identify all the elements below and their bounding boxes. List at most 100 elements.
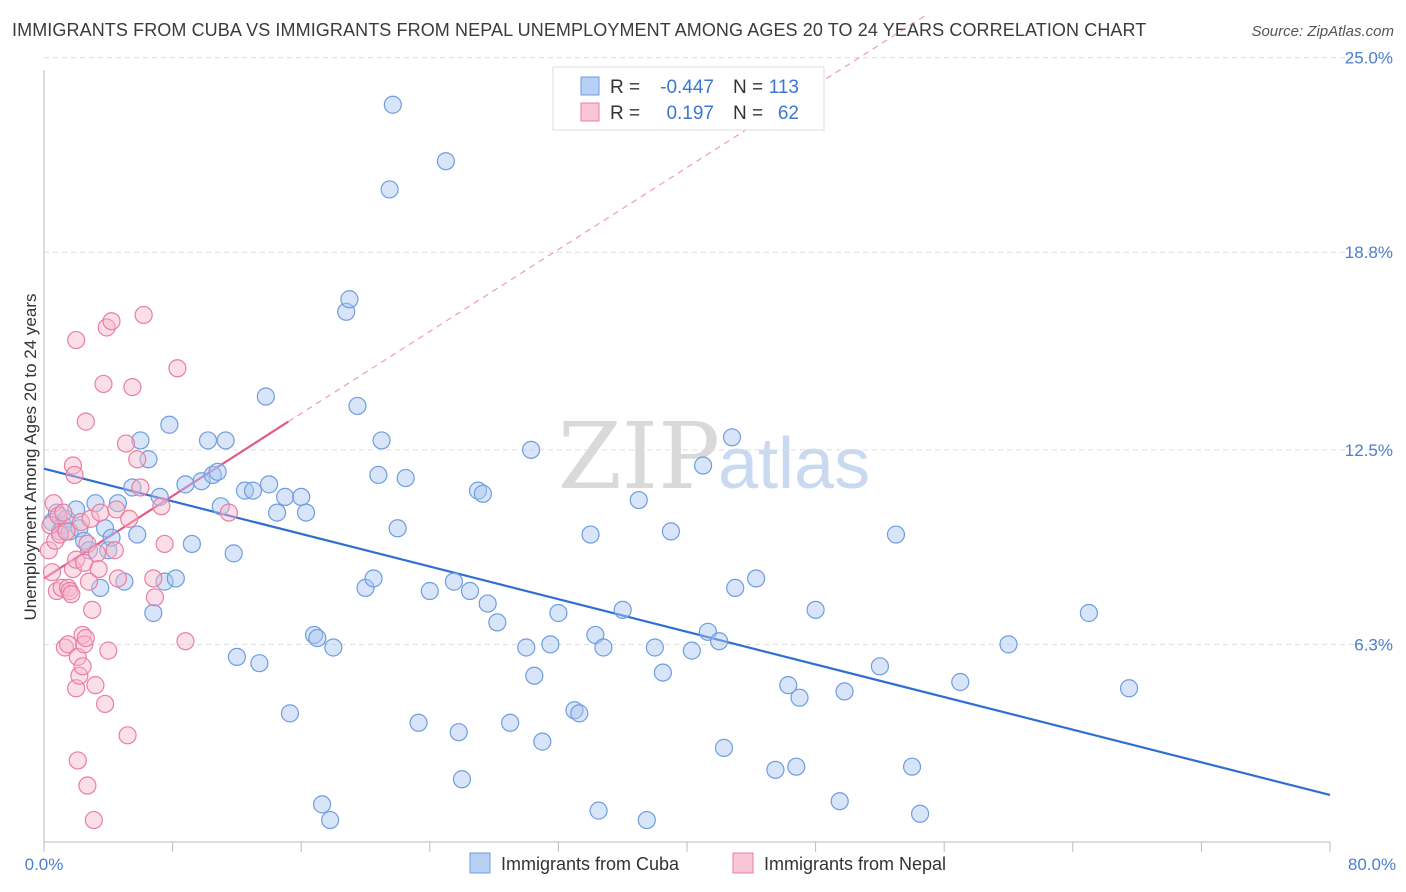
data-point bbox=[75, 635, 94, 654]
data-point bbox=[144, 603, 163, 623]
data-point bbox=[86, 676, 105, 695]
data-point bbox=[308, 628, 327, 648]
data-point bbox=[128, 525, 147, 544]
y-tick-label: 12.5% bbox=[1345, 441, 1393, 460]
legend-n-value-nepal: 62 bbox=[778, 103, 799, 124]
data-point bbox=[787, 757, 806, 776]
y-tick-label: 18.8% bbox=[1345, 243, 1393, 262]
data-point bbox=[54, 503, 73, 522]
data-point bbox=[549, 603, 568, 623]
data-point bbox=[449, 723, 468, 742]
legend-swatch-cuba bbox=[580, 76, 600, 96]
data-point bbox=[594, 638, 613, 657]
data-point bbox=[78, 776, 97, 795]
data-point bbox=[340, 290, 359, 309]
legend-r-label-nepal: R = bbox=[610, 103, 640, 124]
data-point bbox=[102, 312, 121, 331]
data-point bbox=[83, 600, 102, 619]
data-point bbox=[324, 638, 343, 657]
source-label: Source: ZipAtlas.com bbox=[1251, 23, 1394, 40]
data-point bbox=[383, 95, 402, 114]
data-point bbox=[348, 396, 367, 416]
data-point bbox=[91, 503, 110, 522]
data-point bbox=[501, 713, 520, 732]
data-point bbox=[525, 666, 544, 685]
data-point bbox=[637, 810, 656, 830]
data-point bbox=[541, 635, 560, 654]
data-point bbox=[951, 672, 970, 692]
data-point bbox=[76, 412, 95, 431]
data-point bbox=[73, 625, 92, 645]
data-point bbox=[150, 487, 169, 507]
data-point bbox=[420, 581, 439, 601]
data-point bbox=[62, 585, 81, 604]
bottom-legend-swatch-cuba bbox=[469, 852, 491, 874]
data-point bbox=[63, 456, 83, 475]
points-cuba bbox=[42, 95, 1139, 830]
x-tick-min: 0.0% bbox=[25, 855, 64, 874]
data-point bbox=[653, 663, 672, 682]
gridlines bbox=[44, 57, 1394, 645]
points-nepal bbox=[39, 305, 238, 830]
bottom-legend-swatch-nepal bbox=[732, 852, 754, 874]
data-point bbox=[89, 559, 108, 579]
data-point bbox=[107, 500, 126, 519]
data-point bbox=[168, 359, 187, 378]
data-point bbox=[259, 475, 279, 494]
data-point bbox=[292, 487, 311, 507]
data-point bbox=[76, 628, 95, 648]
data-point bbox=[747, 569, 766, 588]
data-point bbox=[131, 478, 150, 497]
data-point bbox=[613, 600, 632, 619]
legend-r-value-nepal: 0.197 bbox=[666, 103, 714, 124]
bottom-legend-label-cuba: Immigrants from Cuba bbox=[501, 854, 680, 874]
data-point bbox=[176, 632, 195, 651]
data-point bbox=[182, 534, 201, 554]
data-point bbox=[256, 387, 275, 406]
data-point bbox=[661, 522, 681, 541]
data-point bbox=[123, 377, 142, 397]
data-point bbox=[806, 600, 825, 619]
data-point bbox=[372, 431, 391, 450]
data-point bbox=[790, 688, 809, 707]
data-point bbox=[67, 330, 86, 350]
data-point bbox=[105, 541, 124, 560]
data-point bbox=[73, 657, 92, 676]
data-point bbox=[722, 428, 742, 447]
data-point bbox=[565, 701, 584, 720]
data-point bbox=[267, 503, 287, 522]
data-point bbox=[714, 738, 734, 757]
data-point bbox=[835, 682, 854, 701]
data-point bbox=[364, 569, 383, 588]
data-point bbox=[198, 431, 218, 450]
data-point bbox=[68, 751, 87, 770]
legend-n-label-cuba: N = bbox=[733, 77, 763, 98]
data-point bbox=[155, 534, 174, 554]
watermark: ZIP atlas bbox=[558, 403, 870, 510]
data-point bbox=[436, 152, 455, 171]
data-point bbox=[296, 503, 316, 522]
data-point bbox=[488, 613, 507, 632]
chart-title: IMMIGRANTS FROM CUBA VS IMMIGRANTS FROM … bbox=[12, 20, 1147, 40]
data-point bbox=[55, 638, 74, 657]
data-point bbox=[779, 676, 798, 695]
data-point bbox=[166, 569, 185, 588]
legend-n-label-nepal: N = bbox=[733, 103, 763, 124]
data-point bbox=[276, 487, 295, 507]
data-point bbox=[95, 694, 115, 714]
data-point bbox=[682, 641, 701, 660]
data-point bbox=[468, 481, 488, 500]
data-point bbox=[155, 572, 174, 591]
series-legend: Immigrants from Cuba Immigrants from Nep… bbox=[469, 852, 946, 874]
data-point bbox=[444, 572, 464, 591]
data-point bbox=[710, 632, 729, 651]
data-point bbox=[388, 519, 407, 538]
data-point bbox=[108, 569, 128, 588]
data-point bbox=[521, 440, 541, 459]
data-point bbox=[886, 525, 906, 544]
data-point bbox=[693, 456, 713, 475]
data-point bbox=[629, 490, 648, 510]
data-point bbox=[766, 760, 785, 779]
data-point bbox=[396, 468, 415, 488]
